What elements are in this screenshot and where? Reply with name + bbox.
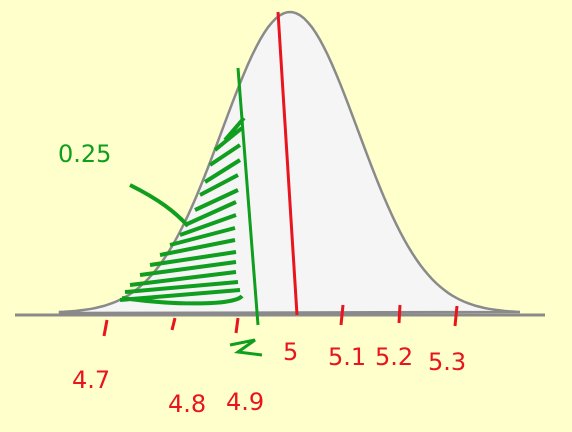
annotation: 0.25 [58,140,111,168]
tick-label: 5.2 [375,343,413,371]
tick-mark [236,318,238,333]
page: 0.25 4.7 4.8 4.9 5 5.1 5.2 5.3 (() => { … [0,0,572,432]
scribble [230,340,262,355]
tick-mark [341,305,343,325]
tick-mark [172,318,175,330]
diagram: 0.25 4.7 4.8 4.9 5 5.1 5.2 5.3 [0,0,572,432]
tick-label: 5.3 [428,348,466,376]
tick-label: 4.7 [72,366,110,394]
tick-mark [104,320,107,336]
pointer-arrow [130,185,188,226]
tick-label: 4.8 [168,390,206,418]
tick-label: 5.1 [328,343,366,371]
tick-label: 5 [283,338,298,366]
tick-label: 4.9 [226,388,264,416]
tick-mark [455,306,457,326]
tick-mark [399,305,400,323]
normal-curve [60,12,520,313]
